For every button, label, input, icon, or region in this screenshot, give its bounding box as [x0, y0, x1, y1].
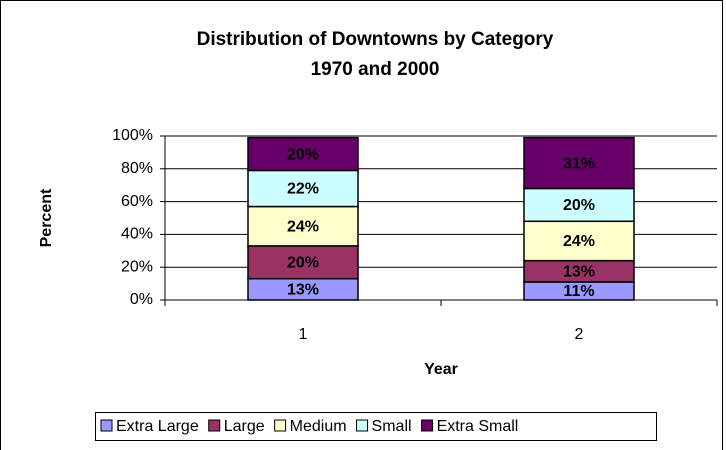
data-label: 31% — [563, 155, 595, 172]
chart-subtitle: 1970 and 2000 — [311, 59, 440, 80]
legend-swatch — [208, 419, 221, 432]
y-tick-label: 80% — [121, 160, 153, 177]
x-axis-label: Year — [424, 361, 458, 378]
legend — [95, 412, 657, 441]
legend-label: Extra Small — [437, 418, 519, 435]
y-tick-label: 0% — [130, 291, 153, 308]
chart-title: Distribution of Downtowns by Category — [197, 29, 554, 50]
legend-label: Medium — [290, 418, 347, 435]
data-label: 13% — [287, 282, 319, 299]
y-tick-label: 100% — [112, 127, 153, 144]
x-tick-label: 1 — [299, 326, 308, 343]
data-label: 11% — [563, 283, 594, 300]
y-tick-label: 60% — [121, 193, 153, 210]
data-label: 13% — [563, 264, 595, 281]
bar-segment — [247, 245, 359, 280]
y-tick-label: 20% — [121, 258, 153, 275]
legend-swatch — [356, 419, 369, 432]
data-label: 22% — [287, 181, 319, 198]
y-tick-label: 40% — [121, 226, 153, 243]
data-label: 20% — [287, 146, 319, 163]
bar-segment — [523, 136, 635, 190]
legend-label: Large — [224, 418, 265, 435]
legend-label: Extra Large — [116, 418, 199, 435]
bar-segment — [523, 187, 635, 223]
legend-swatch — [274, 419, 287, 432]
data-label: 24% — [287, 218, 319, 235]
legend-label: Small — [372, 418, 412, 435]
bar-segment — [523, 220, 635, 262]
y-axis-label: Percent — [38, 188, 55, 247]
data-label: 24% — [563, 233, 595, 250]
bar-segment — [247, 136, 359, 172]
x-tick-label: 2 — [575, 326, 584, 343]
legend-swatch — [100, 419, 113, 432]
data-label: 20% — [287, 254, 319, 271]
legend-swatch — [421, 419, 434, 432]
data-label: 20% — [563, 197, 595, 214]
